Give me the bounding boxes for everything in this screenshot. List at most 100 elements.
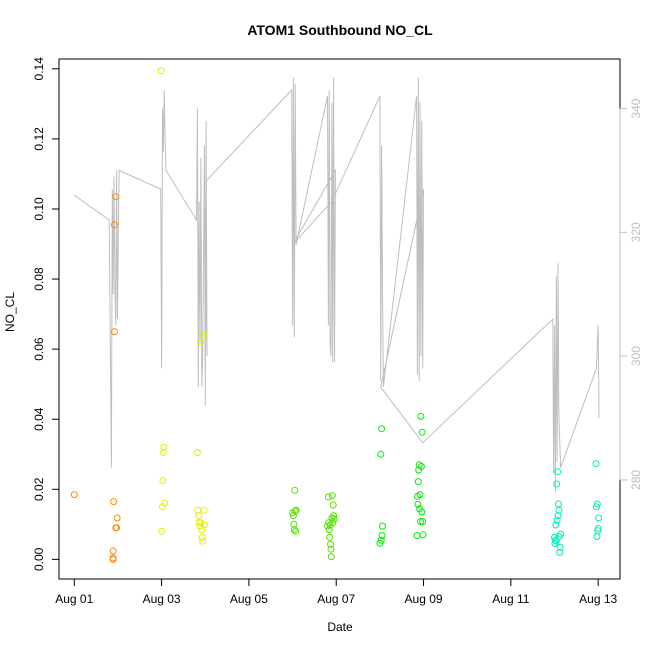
data-point: [159, 503, 166, 511]
data-point: [109, 547, 117, 555]
data-point: [556, 548, 564, 556]
data-point: [592, 460, 600, 468]
data-point: [557, 530, 565, 538]
x-tick-label: Aug 01: [55, 592, 93, 606]
data-point: [196, 522, 204, 530]
data-point: [418, 428, 426, 436]
data-point: [556, 543, 564, 551]
data-point: [290, 520, 298, 528]
data-point: [327, 540, 335, 548]
data-point: [200, 506, 208, 514]
data-point: [327, 545, 335, 553]
data-point: [417, 412, 425, 420]
data-point: [377, 536, 385, 544]
chart-title: ATOM1 Southbound NO_CL: [247, 22, 433, 38]
right-y-tick-label: 300: [629, 346, 643, 366]
y-tick-label: 0.02: [32, 477, 46, 501]
data-point: [592, 503, 600, 511]
y-tick-label: 0.14: [32, 57, 46, 81]
y-tick-label: 0.06: [32, 337, 46, 361]
data-point: [330, 515, 338, 523]
data-point: [419, 518, 427, 525]
right-y-tick-label: 280: [629, 470, 643, 490]
data-point: [325, 526, 333, 534]
data-point: [326, 533, 334, 541]
data-point: [197, 519, 205, 527]
data-point: [109, 554, 117, 562]
data-point: [378, 425, 386, 433]
y-tick-label: 0.08: [32, 267, 46, 291]
data-point: [200, 521, 208, 529]
data-point: [329, 501, 337, 509]
data-point: [110, 328, 118, 336]
x-axis-label: Date: [327, 620, 353, 634]
data-point: [161, 499, 169, 507]
data-point: [292, 527, 300, 535]
data-point: [414, 478, 422, 486]
data-point: [416, 491, 424, 499]
data-point: [110, 221, 118, 229]
data-point: [554, 512, 562, 520]
x-tick-label: Aug 09: [405, 592, 443, 606]
data-point: [552, 521, 560, 529]
y-axis: 0.00 0.02 0.04 0.06 0.08 0.10 0.12 0.14: [32, 57, 60, 571]
data-point: [289, 512, 297, 520]
right-y-axis: 280 300 320 340: [619, 98, 643, 490]
right-y-tick-label: 320: [629, 222, 643, 242]
data-point: [324, 493, 332, 501]
data-point: [199, 537, 207, 545]
x-axis: Aug 01 Aug 03 Aug 05 Aug 07 Aug 09 Aug 11 Aug …: [55, 578, 618, 606]
data-point: [158, 527, 166, 535]
data-point: [157, 67, 165, 75]
right-axis-line-layer: [74, 77, 600, 493]
x-tick-label: Aug 03: [143, 592, 181, 606]
data-point: [554, 468, 562, 476]
data-point: [195, 512, 203, 520]
y-tick-label: 0.00: [32, 547, 46, 571]
data-point: [593, 500, 601, 508]
data-point: [329, 519, 337, 527]
data-point: [551, 536, 559, 544]
data-point: [417, 463, 425, 470]
data-point: [113, 524, 121, 532]
data-point: [378, 532, 386, 539]
data-point: [70, 491, 78, 499]
data-point: [291, 507, 299, 515]
data-point: [377, 450, 385, 458]
data-point: [379, 522, 386, 530]
data-point: [327, 553, 335, 561]
data-point: [595, 514, 603, 522]
data-point: [553, 516, 561, 524]
x-tick-label: Aug 07: [317, 592, 355, 606]
data-point: [555, 506, 563, 514]
data-point: [113, 514, 121, 522]
y-tick-label: 0.12: [32, 127, 46, 151]
data-point: [291, 486, 299, 494]
right-axis-series-line: [74, 77, 600, 493]
data-point: [418, 508, 426, 516]
right-y-tick-label: 340: [629, 98, 643, 118]
data-point: [290, 526, 298, 534]
data-point: [197, 338, 204, 346]
data-point: [200, 331, 207, 339]
x-tick-label: Aug 13: [579, 592, 617, 606]
data-point: [159, 477, 167, 484]
data-point: [553, 480, 561, 488]
data-point: [594, 525, 602, 532]
data-point: [160, 443, 168, 451]
data-point: [414, 500, 422, 508]
data-point: [112, 193, 120, 201]
data-point: [419, 531, 427, 539]
data-point: [376, 539, 384, 547]
x-tick-label: Aug 11: [492, 592, 529, 606]
data-point: [415, 461, 423, 469]
data-point: [193, 449, 201, 456]
data-point: [417, 518, 424, 525]
data-point: [159, 449, 167, 456]
data-points-layer: [70, 67, 603, 563]
x-tick-label: Aug 05: [230, 592, 268, 606]
y-axis-label: NO_CL: [3, 292, 17, 332]
data-point: [328, 492, 336, 500]
data-point: [330, 512, 338, 520]
